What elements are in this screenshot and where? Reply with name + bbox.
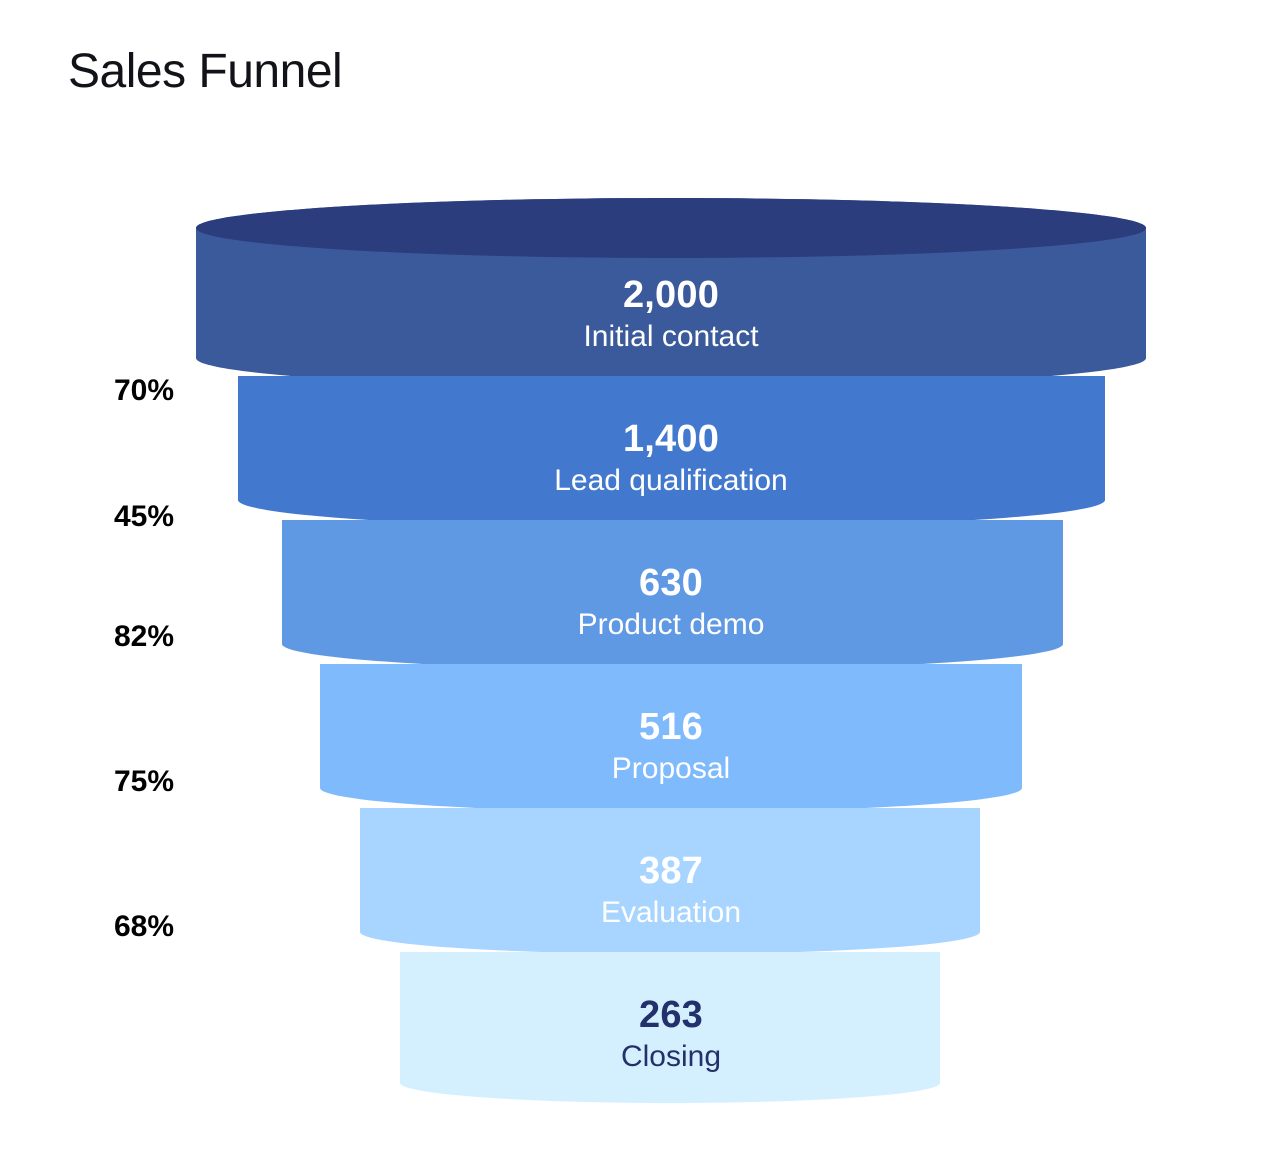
funnel-segment-3-body	[282, 520, 1063, 670]
funnel-segment-4[interactable]	[320, 664, 1022, 812]
conversion-label-5: 68%	[113, 910, 174, 943]
funnel-segment-3[interactable]	[282, 520, 1063, 670]
funnel-segment-6[interactable]	[400, 952, 940, 1103]
chart-title: Sales Funnel	[68, 45, 343, 98]
conversion-label-4: 75%	[113, 765, 174, 798]
conversion-label-3: 82%	[113, 620, 174, 653]
funnel-segment-2-body	[238, 376, 1105, 528]
funnel-segment-2[interactable]	[238, 376, 1105, 528]
funnel-segment-5-body	[360, 808, 980, 954]
funnel-segment-1-cap	[196, 198, 1146, 258]
funnel-segment-4-body	[320, 664, 1022, 812]
funnel-segment-6-body	[400, 952, 940, 1103]
conversion-label-1: 70%	[113, 374, 174, 407]
conversion-label-2: 45%	[113, 500, 174, 533]
funnel-segment-1[interactable]	[196, 198, 1146, 388]
funnel-segment-5[interactable]	[360, 808, 980, 954]
